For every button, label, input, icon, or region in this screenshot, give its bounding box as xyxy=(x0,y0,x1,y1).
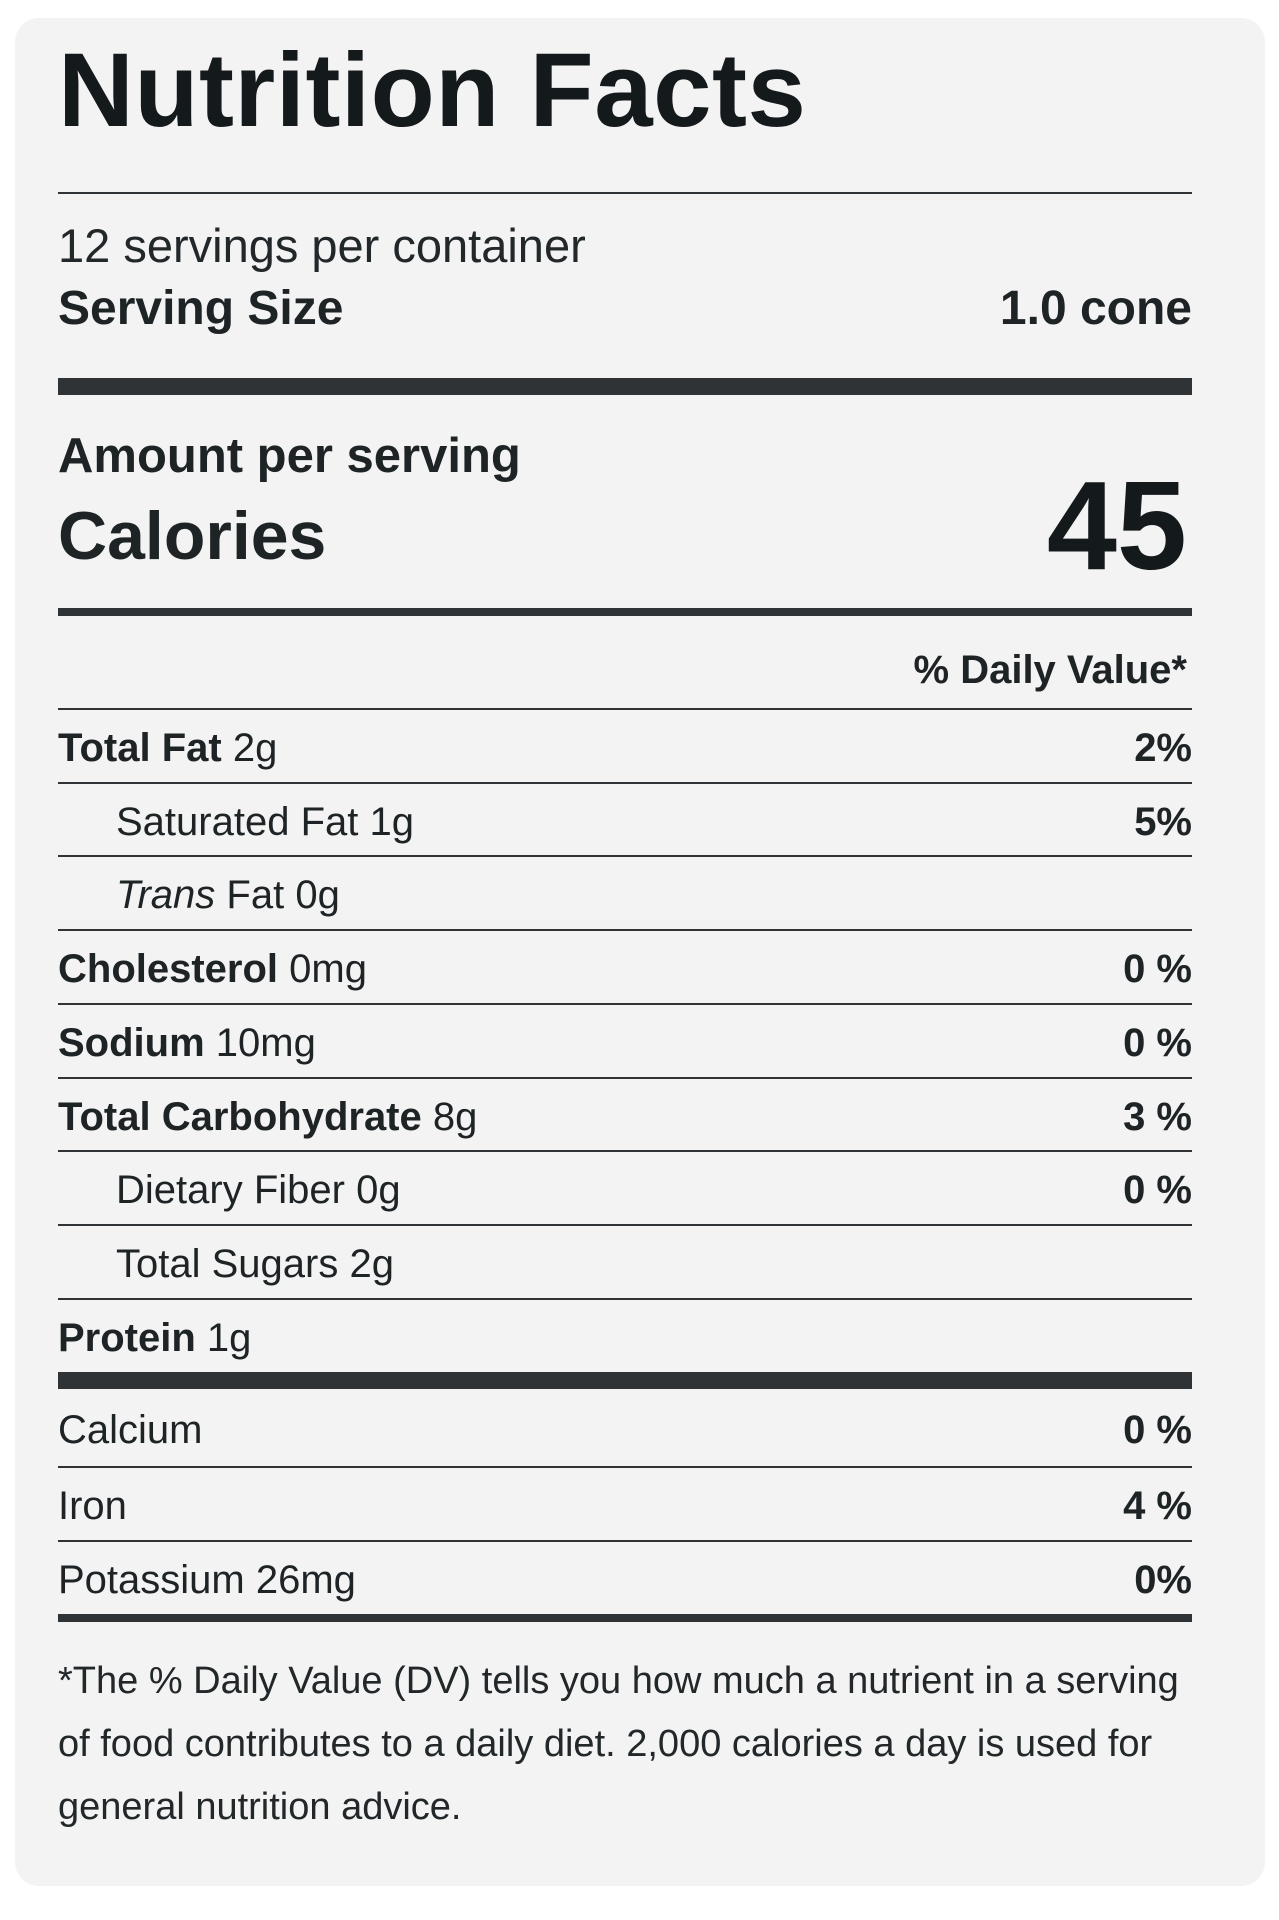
serving-size-row: Serving Size 1.0 cone xyxy=(58,285,1192,333)
nutrient-name: Total Sugars xyxy=(116,1242,339,1286)
nutrient-amount: 10mg xyxy=(215,1021,316,1065)
daily-value-header: % Daily Value* xyxy=(913,648,1187,692)
nutrient-amount: 0g xyxy=(295,873,340,917)
nutrient-row-dietary-fiber: Dietary Fiber 0g 0 % xyxy=(58,1152,1192,1224)
mineral-dv: 4 % xyxy=(1123,1484,1192,1528)
divider xyxy=(58,1540,1192,1542)
nutrient-dv: 0 % xyxy=(1123,1168,1192,1212)
calories-label: Calories xyxy=(58,498,327,574)
nutrient-label: Dietary Fiber 0g xyxy=(116,1170,401,1210)
nutrient-row-total-carbohydrate: Total Carbohydrate 8g 3 % xyxy=(58,1079,1192,1151)
serving-size-label: Serving Size xyxy=(58,282,344,335)
serving-size-value: 1.0 cone xyxy=(999,282,1192,335)
divider xyxy=(58,192,1192,194)
nutrient-label: Saturated Fat 1g xyxy=(116,802,414,842)
nutrient-row-trans-fat: Trans Fat 0g xyxy=(58,857,1192,929)
footnote: *The % Daily Value (DV) tells you how mu… xyxy=(58,1660,1179,1828)
mineral-row-iron: Iron 4 % xyxy=(58,1468,1192,1540)
amount-per-serving-label: Amount per serving xyxy=(58,429,521,483)
divider xyxy=(58,1077,1192,1079)
nutrient-name: Cholesterol xyxy=(58,947,279,991)
page-title: Nutrition Facts xyxy=(58,32,807,149)
nutrient-name: Saturated Fat xyxy=(116,800,359,844)
nutrient-amount: 8g xyxy=(432,1095,478,1139)
nutrient-label: Total Sugars 2g xyxy=(116,1244,394,1284)
nutrient-label: Cholesterol 0mg xyxy=(58,949,367,989)
nutrient-row-protein: Protein 1g xyxy=(58,1300,1192,1372)
nutrient-name: Total Fat xyxy=(58,726,222,770)
nutrient-dv: 0 % xyxy=(1123,1021,1192,1065)
nutrient-dv: 3 % xyxy=(1123,1095,1192,1139)
nutrient-name: Fat xyxy=(226,873,285,917)
mineral-dv: 0 % xyxy=(1123,1408,1192,1452)
divider xyxy=(58,1003,1192,1005)
nutrient-amount: 0mg xyxy=(289,947,367,991)
nutrient-label: Sodium 10mg xyxy=(58,1023,316,1063)
nutrient-name: Sodium xyxy=(58,1021,205,1065)
thick-divider xyxy=(58,378,1192,395)
nutrient-name: Protein xyxy=(58,1316,196,1360)
nutrient-dv: 5% xyxy=(1134,800,1192,844)
divider xyxy=(58,929,1192,931)
divider xyxy=(58,708,1192,710)
nutrient-amount: 1g xyxy=(369,800,415,844)
nutrient-label: Total Carbohydrate 8g xyxy=(58,1097,477,1137)
thick-divider xyxy=(58,1372,1192,1389)
nutrient-row-sodium: Sodium 10mg 0 % xyxy=(58,1005,1192,1077)
medium-divider xyxy=(58,1614,1192,1622)
divider xyxy=(58,1466,1192,1468)
divider xyxy=(58,855,1192,857)
nutrient-amount: 0g xyxy=(356,1168,401,1212)
nutrient-label: Protein 1g xyxy=(58,1318,251,1358)
nutrient-dv: 2% xyxy=(1134,726,1192,770)
nutrient-row-total-fat: Total Fat 2g 2% xyxy=(58,710,1192,782)
nutrient-amount: 1g xyxy=(206,1316,252,1360)
servings-per-container: 12 servings per container xyxy=(58,219,586,272)
divider xyxy=(58,782,1192,784)
nutrient-label: Trans Fat 0g xyxy=(116,875,340,915)
mineral-dv: 0% xyxy=(1134,1558,1192,1602)
mineral-row-calcium: Calcium 0 % xyxy=(58,1392,1192,1464)
nutrient-name: Dietary Fiber xyxy=(116,1168,345,1212)
nutrient-row-total-sugars: Total Sugars 2g xyxy=(58,1226,1192,1298)
nutrient-name: Total Carbohydrate xyxy=(58,1095,422,1139)
nutrient-name-italic: Trans xyxy=(116,873,216,917)
mineral-name: Calcium xyxy=(58,1408,203,1452)
nutrient-amount: 2g xyxy=(232,726,278,770)
nutrition-facts-panel xyxy=(15,18,1265,1886)
mineral-name: Iron xyxy=(58,1484,127,1528)
divider xyxy=(58,1150,1192,1152)
divider xyxy=(58,1298,1192,1300)
nutrient-label: Total Fat 2g xyxy=(58,728,277,768)
divider xyxy=(58,1224,1192,1226)
nutrient-row-saturated-fat: Saturated Fat 1g 5% xyxy=(58,784,1192,856)
nutrient-row-cholesterol: Cholesterol 0mg 0 % xyxy=(58,931,1192,1003)
medium-divider xyxy=(58,608,1192,616)
nutrient-amount: 2g xyxy=(349,1242,394,1286)
mineral-row-potassium: Potassium 26mg 0% xyxy=(58,1542,1192,1614)
nutrient-dv: 0 % xyxy=(1123,947,1192,991)
calories-value: 45 xyxy=(1046,455,1187,596)
mineral-name: Potassium 26mg xyxy=(58,1558,356,1602)
